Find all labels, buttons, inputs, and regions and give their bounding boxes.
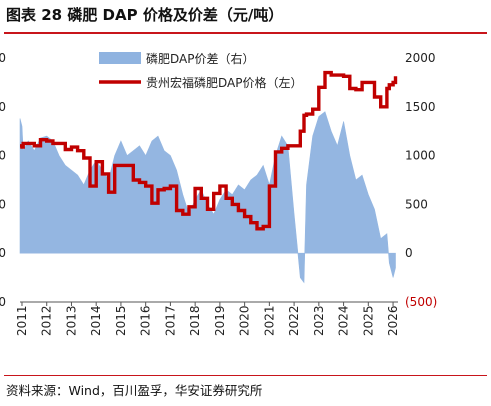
x-tick-label: 2025 [361, 305, 375, 336]
right-y-tick-label: 0 [405, 246, 413, 260]
x-tick-label: 2014 [89, 305, 103, 336]
x-tick-label: 2011 [15, 305, 29, 336]
source-note: 资料来源：Wind，百川盈孚，华安证券研究所 [6, 383, 263, 398]
dap-price-spread-chart: 2011 2012 2013 2014 2015 2016 2017 2018 2019 2020… [0, 51, 437, 336]
legend-spread-label: 磷肥DAP价差（右） [146, 51, 254, 66]
x-tick-label: 2020 [238, 305, 252, 336]
spread-area-series [19, 111, 396, 284]
x-tick-label: 2015 [114, 305, 128, 336]
x-tick-label: 2024 [337, 305, 351, 336]
legend: 磷肥DAP价差（右） 贵州宏福磷肥DAP价格（左） [99, 51, 302, 90]
x-tick-label: 2012 [40, 305, 54, 336]
right-y-tick-label: 500 [405, 197, 428, 211]
legend-spread-swatch [99, 52, 141, 64]
price-line-series [20, 70, 398, 231]
left-y-tick-label: 0 [0, 295, 6, 309]
title-divider [4, 32, 487, 34]
right-y-tick-label: 1500 [405, 100, 436, 114]
left-y-tick-label: 0 [0, 149, 6, 163]
right-y-tick-label: 1000 [405, 149, 436, 163]
x-tick-label: 2026 [386, 305, 400, 336]
x-tick-label: 2013 [64, 305, 78, 336]
x-tick-label: 2022 [287, 305, 301, 336]
right-y-tick-label: (500) [405, 295, 437, 309]
x-tick-label: 2019 [213, 305, 227, 336]
left-y-tick-label: 0 [0, 246, 6, 260]
x-tick-label: 2018 [188, 305, 202, 336]
x-tick-label: 2021 [262, 305, 276, 336]
source-divider [4, 375, 487, 376]
chart-title: 图表 28 磷肥 DAP 价格及价差（元/吨） [6, 6, 284, 24]
left-y-tick-label: 0 [0, 51, 6, 65]
right-y-tick-label: 2000 [405, 51, 436, 65]
axes: 2011 2012 2013 2014 2015 2016 2017 2018 2019 2020… [0, 51, 437, 336]
left-y-tick-label: 0 [0, 197, 6, 211]
x-tick-label: 2023 [312, 305, 326, 336]
legend-price-label: 贵州宏福磷肥DAP价格（左） [146, 75, 302, 90]
plot-area [19, 70, 398, 284]
x-tick-label: 2016 [139, 305, 153, 336]
x-tick-label: 2017 [163, 305, 177, 336]
left-y-tick-label: 0 [0, 100, 6, 114]
